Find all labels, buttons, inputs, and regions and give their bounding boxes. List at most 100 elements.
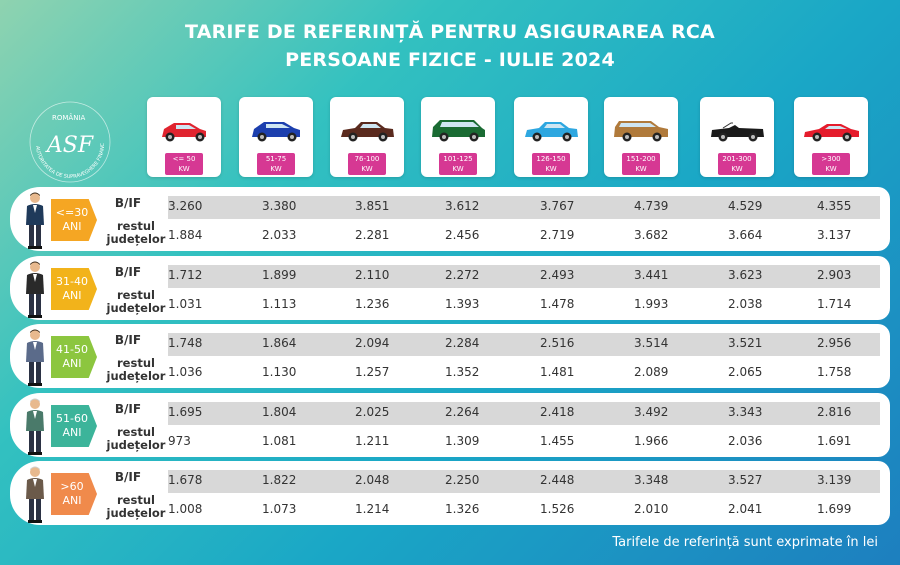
bif-value: 1.899 bbox=[262, 268, 297, 282]
rest-label-line1: restul bbox=[117, 493, 155, 507]
age-unit: ANI bbox=[62, 220, 82, 233]
age-unit: ANI bbox=[62, 289, 82, 302]
rest-value: 1.309 bbox=[445, 434, 480, 448]
kw-range: >300 bbox=[821, 155, 841, 163]
bif-value: 2.816 bbox=[817, 405, 852, 419]
rest-value: 1.758 bbox=[817, 365, 852, 379]
person-icon bbox=[22, 328, 48, 391]
kw-badge: >300 KW bbox=[812, 153, 850, 175]
rest-value: 1.393 bbox=[445, 297, 480, 311]
rest-value: 1.966 bbox=[634, 434, 669, 448]
rest-value: 1.481 bbox=[540, 365, 575, 379]
kw-range: 101-125 bbox=[443, 155, 473, 163]
bif-value: 3.343 bbox=[728, 405, 763, 419]
rest-value: 2.719 bbox=[540, 228, 575, 242]
rest-value: 1.257 bbox=[355, 365, 390, 379]
bif-value: 2.493 bbox=[540, 268, 575, 282]
age-badge: <=30 ANI bbox=[51, 199, 97, 241]
rest-value: 2.038 bbox=[728, 297, 763, 311]
bif-row-bar bbox=[168, 265, 880, 288]
bif-value: 2.272 bbox=[445, 268, 480, 282]
age-group-row: 51-60 ANI B/IF restul județelor 1.695 1.8… bbox=[10, 393, 890, 457]
vehicle-card: 126-150 KW bbox=[514, 97, 588, 177]
bif-value: 2.048 bbox=[355, 473, 390, 487]
bif-value: 1.804 bbox=[262, 405, 297, 419]
bif-value: 3.521 bbox=[728, 336, 763, 350]
bif-value: 3.348 bbox=[634, 473, 669, 487]
rest-label: restul județelor bbox=[106, 426, 166, 452]
rest-label-line1: restul bbox=[117, 425, 155, 439]
kw-unit: KW bbox=[635, 165, 647, 173]
person-icon bbox=[22, 397, 48, 460]
bif-value: 4.355 bbox=[817, 199, 852, 213]
rest-label-line2: județelor bbox=[106, 301, 166, 315]
kw-range: 126-150 bbox=[536, 155, 566, 163]
bif-value: 3.623 bbox=[728, 268, 763, 282]
bif-value: 3.612 bbox=[445, 199, 480, 213]
bif-value: 1.712 bbox=[168, 268, 203, 282]
rest-value: 1.130 bbox=[262, 365, 297, 379]
page-title: TARIFE DE REFERINȚĂ PENTRU ASIGURAREA RC… bbox=[0, 18, 900, 74]
rest-label-line1: restul bbox=[117, 356, 155, 370]
rest-value: 2.456 bbox=[445, 228, 480, 242]
person-icon bbox=[22, 260, 48, 323]
vehicle-card: <= 50 KW bbox=[147, 97, 221, 177]
vehicle-card: 201-300 KW bbox=[700, 97, 774, 177]
footer-note: Tarifele de referință sunt exprimate în … bbox=[612, 535, 878, 550]
bif-value: 1.748 bbox=[168, 336, 203, 350]
bif-value: 4.739 bbox=[634, 199, 669, 213]
age-badge: 31-40 ANI bbox=[51, 268, 97, 310]
kw-unit: KW bbox=[361, 165, 373, 173]
bif-value: 4.529 bbox=[728, 199, 763, 213]
rest-value: 2.036 bbox=[728, 434, 763, 448]
rest-label-line1: restul bbox=[117, 288, 155, 302]
age-unit: ANI bbox=[62, 357, 82, 370]
rest-value: 1.211 bbox=[355, 434, 390, 448]
rest-value: 1.073 bbox=[262, 502, 297, 516]
rest-value: 1.031 bbox=[168, 297, 203, 311]
bif-label: B/IF bbox=[114, 470, 142, 484]
kw-range: 51-75 bbox=[265, 155, 287, 163]
bif-value: 3.441 bbox=[634, 268, 669, 282]
age-badge: >60 ANI bbox=[51, 473, 97, 515]
vehicle-card: 151-200 KW bbox=[604, 97, 678, 177]
rest-value: 1.884 bbox=[168, 228, 203, 242]
kw-badge: <= 50 KW bbox=[165, 153, 203, 175]
rest-label-line1: restul bbox=[117, 219, 155, 233]
rest-label-line2: județelor bbox=[106, 369, 166, 383]
rest-value: 1.993 bbox=[634, 297, 669, 311]
bif-label: B/IF bbox=[114, 333, 142, 347]
age-group-row: <=30 ANI B/IF restul județelor 3.260 3.38… bbox=[10, 187, 890, 251]
bif-row-bar bbox=[168, 470, 880, 493]
age-range: 41-50 bbox=[56, 343, 88, 356]
age-range: 51-60 bbox=[56, 412, 88, 425]
bif-value: 3.767 bbox=[540, 199, 575, 213]
kw-range: <= 50 bbox=[172, 155, 196, 163]
vehicle-card: 51-75 KW bbox=[239, 97, 313, 177]
bif-value: 2.448 bbox=[540, 473, 575, 487]
rest-value: 1.036 bbox=[168, 365, 203, 379]
bif-label: B/IF bbox=[114, 402, 142, 416]
age-group-row: 31-40 ANI B/IF restul județelor 1.712 1.8… bbox=[10, 256, 890, 320]
title-line-2: PERSOANE FIZICE - IULIE 2024 bbox=[285, 49, 615, 71]
rest-value: 2.010 bbox=[634, 502, 669, 516]
bif-value: 1.695 bbox=[168, 405, 203, 419]
bif-value: 3.851 bbox=[355, 199, 390, 213]
rest-label: restul județelor bbox=[106, 220, 166, 246]
logo-monogram: ASF bbox=[45, 133, 94, 158]
bif-value: 2.110 bbox=[355, 268, 390, 282]
rest-value: 1.214 bbox=[355, 502, 390, 516]
rest-value: 1.526 bbox=[540, 502, 575, 516]
bif-value: 2.250 bbox=[445, 473, 480, 487]
bif-value: 3.514 bbox=[634, 336, 669, 350]
age-range: <=30 bbox=[55, 206, 89, 219]
kw-badge: 151-200 KW bbox=[622, 153, 660, 175]
bif-value: 3.380 bbox=[262, 199, 297, 213]
rest-value: 1.714 bbox=[817, 297, 852, 311]
rest-value: 3.682 bbox=[634, 228, 669, 242]
bif-value: 1.864 bbox=[262, 336, 297, 350]
bif-value: 3.492 bbox=[634, 405, 669, 419]
bif-value: 2.264 bbox=[445, 405, 480, 419]
rest-value: 2.041 bbox=[728, 502, 763, 516]
bif-value: 3.527 bbox=[728, 473, 763, 487]
